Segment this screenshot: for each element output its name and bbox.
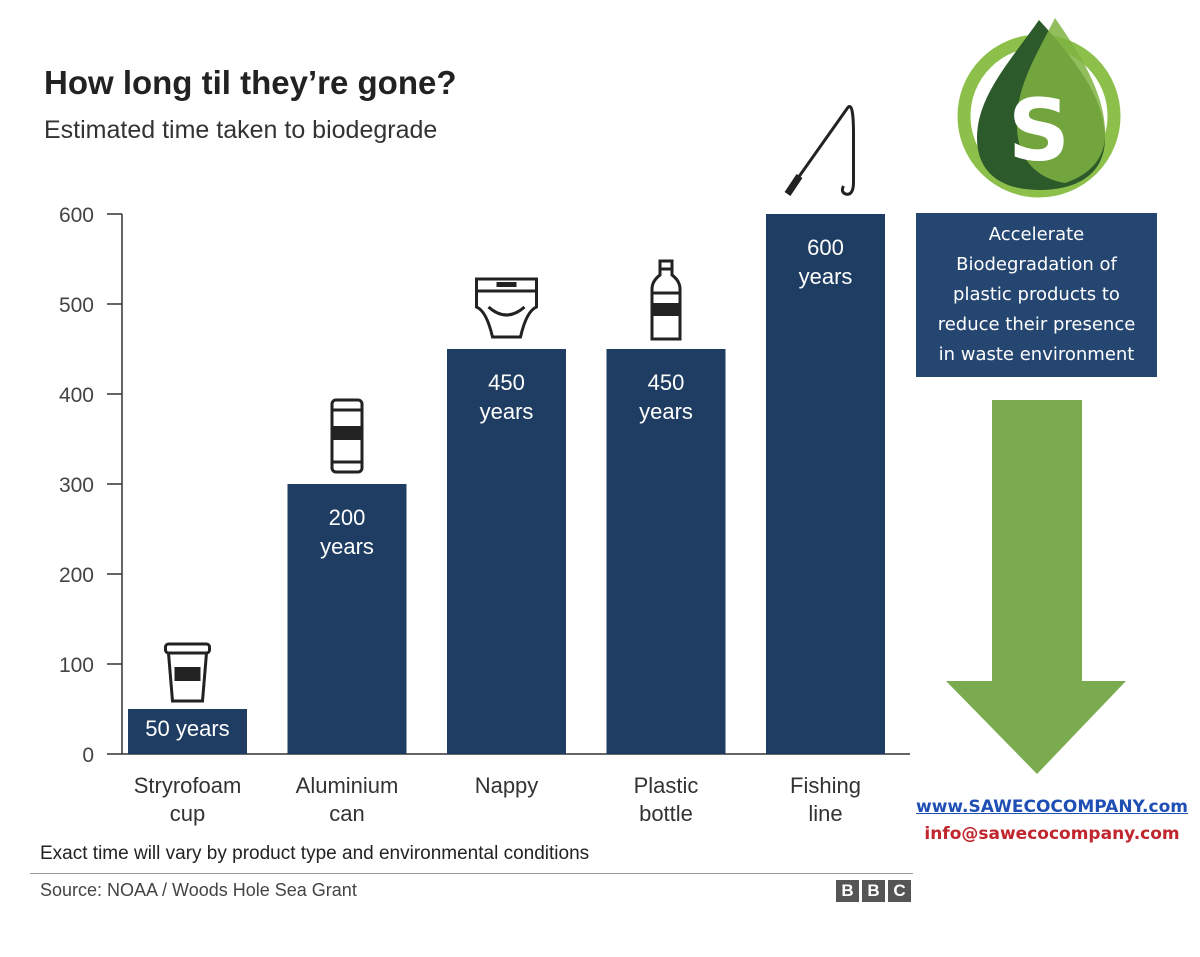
bar xyxy=(447,349,566,754)
y-tick-label: 600 xyxy=(59,204,94,227)
data-label: 450 xyxy=(648,370,685,395)
data-label: 50 years xyxy=(145,716,229,741)
bar xyxy=(287,484,407,754)
category-label: Fishing xyxy=(790,773,861,798)
callout-line: Accelerate xyxy=(988,224,1085,245)
data-label: 200 xyxy=(329,505,366,530)
email-contact: info@sawecocompany.com xyxy=(924,824,1180,844)
bbc-logo: B B C xyxy=(836,880,911,902)
bbc-letter: B xyxy=(836,880,859,902)
callout-line: Biodegradation of xyxy=(956,254,1117,275)
footer-divider xyxy=(30,873,913,874)
category-label: Plastic xyxy=(634,773,699,798)
bar xyxy=(128,709,247,754)
fishing-line-icon xyxy=(784,105,855,196)
category-label: bottle xyxy=(639,801,693,826)
category-label: cup xyxy=(170,801,205,826)
data-label: 600 xyxy=(807,235,844,260)
coffee-cup-icon xyxy=(164,642,211,703)
callout-line: in waste environment xyxy=(938,344,1135,365)
logo-letter: S xyxy=(1008,81,1070,181)
plastic-bottle-icon xyxy=(650,259,682,341)
bar-chart: 0 100 200 300 400 500 600 50 years Stryrofoam cup… xyxy=(59,105,910,826)
y-tick-label: 300 xyxy=(59,474,94,497)
data-label: years xyxy=(480,399,534,424)
data-label: 450 xyxy=(488,370,525,395)
data-label: years xyxy=(320,534,374,559)
bbc-letter: C xyxy=(888,880,911,902)
chart-subtitle: Estimated time taken to biodegrade xyxy=(44,116,438,144)
category-label: Nappy xyxy=(475,773,539,798)
y-tick-label: 200 xyxy=(59,564,94,587)
source-note: Source: NOAA / Woods Hole Sea Grant xyxy=(40,880,357,900)
saweco-logo-icon: S xyxy=(957,18,1121,198)
drink-can-icon xyxy=(330,398,364,474)
category-label: Aluminium xyxy=(296,773,399,798)
y-tick-label: 500 xyxy=(59,294,94,317)
logo-leaf xyxy=(1016,18,1106,183)
y-tick-label: 100 xyxy=(59,654,94,677)
down-arrow-icon xyxy=(946,400,1126,774)
y-tick-label: 0 xyxy=(82,744,94,767)
callout-box: Accelerate Biodegradation of plastic pro… xyxy=(916,213,1157,377)
bbc-letter: B xyxy=(862,880,885,902)
website-link[interactable]: www.SAWECOCOMPANY.com xyxy=(916,797,1188,817)
category-label: Stryrofoam xyxy=(134,773,242,798)
chart-title: How long til they’re gone? xyxy=(44,64,457,101)
data-label: years xyxy=(799,264,853,289)
y-tick-label: 400 xyxy=(59,384,94,407)
footnote: Exact time will vary by product type and… xyxy=(40,843,590,864)
nappy-icon xyxy=(475,277,538,339)
data-label: years xyxy=(639,399,693,424)
callout-line: plastic products to xyxy=(953,284,1120,305)
callout-line: reduce their presence xyxy=(937,314,1136,335)
category-label: can xyxy=(329,801,364,826)
bar xyxy=(606,349,726,754)
category-label: line xyxy=(808,801,842,826)
bar xyxy=(766,214,885,754)
